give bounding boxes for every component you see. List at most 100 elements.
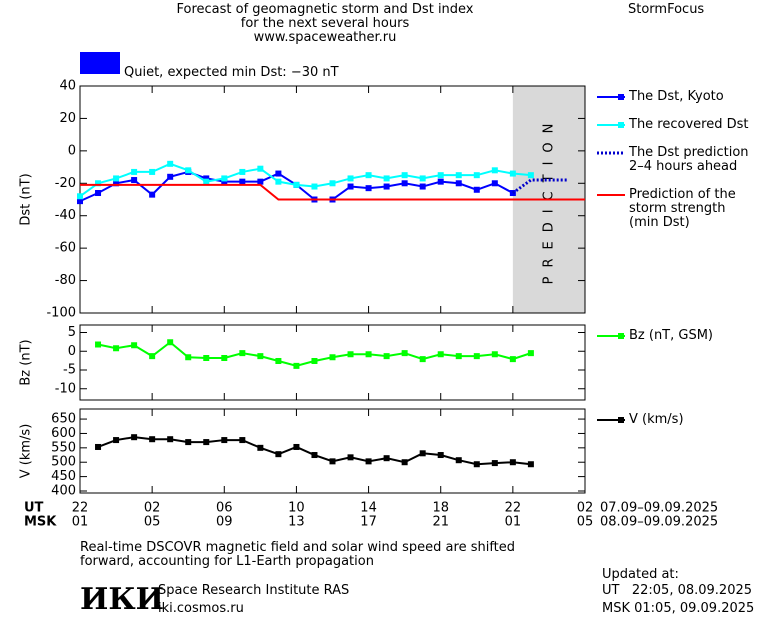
point: [203, 439, 210, 446]
point: [491, 351, 498, 358]
point: [419, 356, 426, 363]
y-tick-label: -60: [55, 241, 76, 256]
point: [491, 460, 498, 467]
point: [437, 172, 444, 179]
y-tick-label: 0: [68, 344, 76, 359]
point: [257, 165, 264, 172]
legend-label: The Dst prediction 2–4 hours ahead: [629, 145, 749, 174]
point: [329, 354, 336, 361]
x-tick-label: 13: [288, 515, 305, 530]
y-tick-label: 5: [68, 325, 76, 340]
legend-label: The recovered Dst: [629, 117, 749, 132]
updated-ut: UT 22:05, 08.09.2025: [602, 583, 753, 598]
point: [167, 436, 174, 443]
y-tick-label: 550: [51, 440, 76, 455]
x-tick-label: 02: [577, 501, 594, 516]
point: [167, 160, 174, 167]
point: [77, 198, 83, 205]
point: [131, 434, 138, 441]
point: [167, 173, 174, 180]
point: [95, 443, 102, 450]
brand: StormFocus: [628, 2, 705, 17]
y-axis-label: V (km/s): [19, 424, 34, 479]
x-tick-label: 14: [360, 501, 377, 516]
point: [383, 183, 390, 190]
point: [203, 178, 210, 185]
point: [149, 191, 156, 198]
x-tick-label: 06: [216, 501, 233, 516]
y-tick-label: -5: [63, 363, 76, 378]
plot-frame: [79, 324, 586, 401]
point: [401, 459, 408, 466]
point: [347, 454, 354, 461]
logo: ИКИ: [80, 582, 164, 617]
status-swatch: [80, 52, 120, 74]
point: [527, 461, 534, 468]
point: [401, 172, 408, 179]
point: [455, 172, 462, 179]
point: [221, 355, 228, 361]
x-range: 07.09–09.09.2025: [600, 501, 718, 516]
y-tick-label: 400: [51, 483, 76, 498]
x-tick-label: 21: [432, 515, 449, 530]
point: [95, 190, 102, 197]
status-annotation: Quiet, expected min Dst: −30 nT: [124, 65, 339, 80]
point: [131, 177, 138, 184]
y-tick-label: -20: [55, 176, 76, 191]
point: [473, 172, 480, 179]
point: [221, 175, 228, 182]
footer-note: Real-time DSCOVR magnetic field and sola…: [80, 540, 516, 569]
point: [239, 350, 246, 357]
institute: Space Research Institute RAS: [158, 583, 350, 598]
updated-label: Updated at:: [602, 567, 679, 582]
point: [239, 437, 246, 444]
x-tick-label: 05: [144, 515, 161, 530]
y-tick-label: 40: [59, 79, 76, 94]
y-tick-label: 500: [51, 455, 76, 470]
x-tick-label: 18: [432, 501, 449, 516]
point: [275, 170, 282, 177]
x-range: 08.09–09.09.2025: [600, 515, 718, 530]
series: [95, 434, 534, 468]
point: [437, 351, 444, 358]
point: [77, 193, 83, 200]
point: [527, 350, 534, 357]
x-row-label: UT: [24, 501, 44, 516]
point: [167, 339, 174, 346]
series-line: [79, 162, 531, 198]
point: [509, 459, 516, 466]
legend-marker: [618, 333, 624, 339]
point: [329, 458, 336, 465]
point: [329, 180, 336, 187]
x-tick-label: 01: [505, 515, 522, 530]
point: [491, 167, 498, 174]
point: [419, 183, 426, 190]
legend-marker: [618, 94, 624, 100]
point: [293, 181, 300, 188]
y-tick-label: 650: [51, 412, 76, 427]
point: [257, 353, 264, 360]
point: [311, 452, 318, 459]
point: [437, 178, 444, 185]
point: [365, 458, 372, 465]
series: [80, 183, 585, 201]
point: [203, 355, 210, 361]
point: [311, 183, 318, 190]
point: [257, 444, 264, 451]
point: [149, 436, 156, 443]
point: [509, 356, 516, 363]
point: [365, 351, 372, 358]
y-axis-label: Dst (nT): [19, 173, 34, 225]
point: [509, 170, 516, 177]
y-axis-label: Bz (nT): [19, 339, 34, 385]
point: [455, 180, 462, 187]
point: [221, 178, 228, 185]
point: [455, 353, 462, 360]
y-tick-label: 600: [51, 426, 76, 441]
point: [419, 450, 426, 457]
y-tick-label: -40: [55, 208, 76, 223]
x-tick-label: 05: [577, 515, 594, 530]
point: [419, 175, 426, 182]
legend-label: Prediction of the storm strength (min Ds…: [629, 187, 736, 230]
point: [347, 351, 354, 358]
